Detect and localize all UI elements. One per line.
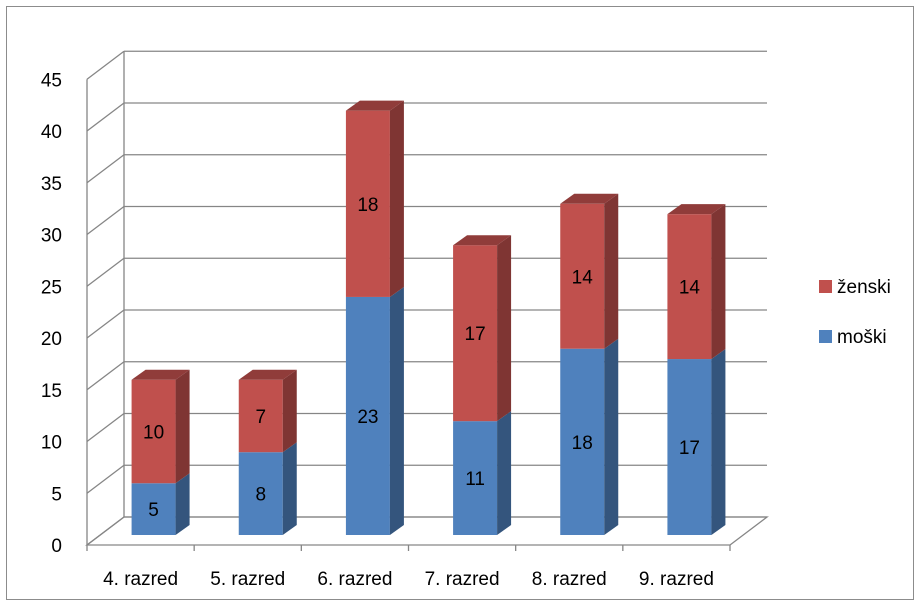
bar-top	[238, 369, 297, 380]
bar-top	[560, 193, 619, 204]
x-tick-label: 8. razred	[532, 569, 607, 590]
bar-top	[131, 369, 190, 380]
bar-side	[175, 473, 190, 535]
bar-side	[711, 349, 726, 535]
legend-label: ženski	[837, 277, 891, 298]
y-tick-label: 20	[41, 329, 62, 350]
data-label: 17	[465, 324, 486, 345]
bar-side	[389, 286, 404, 535]
y-tick-label: 5	[51, 484, 62, 505]
bar-top	[345, 100, 404, 111]
labels: 5 10 4. razred 8 7 5. razred 23 18 6. razred 11 17…	[103, 195, 714, 590]
bar-zenski	[345, 110, 390, 297]
gridline-side	[86, 102, 125, 132]
gridline-side	[86, 50, 125, 80]
bar-zenski	[131, 379, 176, 484]
legend: ženski moški	[819, 277, 891, 348]
legend-swatch	[819, 280, 832, 293]
y-tick-label: 40	[41, 122, 62, 143]
legend-swatch	[819, 330, 832, 343]
data-label: 14	[572, 267, 594, 288]
bar-side	[604, 338, 619, 535]
x-tick-label: 4. razred	[103, 569, 178, 590]
bar-moski	[345, 296, 390, 535]
y-tick-label: 10	[41, 433, 62, 454]
gridline-side	[86, 309, 125, 339]
gridline-side	[86, 257, 125, 287]
bar-moski	[453, 421, 498, 535]
data-label: 17	[679, 438, 700, 459]
y-tick-label: 30	[41, 226, 62, 247]
bar-top	[667, 204, 726, 215]
x-tick-label: 7. razred	[425, 569, 500, 590]
bar-top	[453, 235, 512, 246]
axes: 0 5 10 15 20 25 30 35 40 45	[41, 51, 769, 557]
data-label: 23	[357, 407, 378, 428]
bar-zenski	[453, 245, 498, 422]
legend-label: moški	[837, 327, 887, 348]
bar-side	[175, 369, 190, 484]
x-tick-label: 6. razred	[317, 569, 392, 590]
bar-side	[282, 442, 297, 535]
data-label: 8	[255, 485, 266, 506]
data-label: 10	[143, 423, 164, 444]
y-tick-label: 45	[41, 70, 62, 91]
bar-side	[389, 100, 404, 297]
bar-moski	[238, 452, 283, 535]
data-label: 18	[572, 433, 593, 454]
data-label: 5	[148, 500, 159, 521]
data-label: 14	[679, 278, 701, 299]
y-tick-label: 35	[41, 174, 62, 195]
gridline-side	[86, 361, 125, 391]
gridline-side	[86, 412, 125, 443]
x-tick-label: 9. razred	[639, 569, 714, 590]
bar-side	[604, 193, 619, 349]
bar-zenski	[667, 214, 712, 360]
bar-moski	[131, 483, 176, 535]
gridline-side	[86, 154, 125, 184]
data-label: 7	[255, 407, 266, 428]
bar-side	[497, 411, 512, 535]
gridline-side	[86, 464, 125, 494]
y-tick-label: 15	[41, 381, 62, 402]
y-tick-label: 25	[41, 277, 62, 298]
bar-moski	[560, 348, 605, 535]
bar-moski	[667, 359, 712, 535]
bar-zenski	[238, 379, 283, 453]
data-label: 18	[357, 195, 378, 216]
bar-side	[497, 235, 512, 422]
gridline-side	[86, 205, 125, 236]
x-tick-label: 5. razred	[210, 569, 285, 590]
bar-zenski	[560, 203, 605, 349]
bars	[131, 100, 726, 535]
bar-side	[711, 204, 726, 360]
data-label: 11	[465, 469, 485, 490]
y-tick-label: 0	[51, 536, 62, 557]
bar-side	[282, 369, 297, 453]
